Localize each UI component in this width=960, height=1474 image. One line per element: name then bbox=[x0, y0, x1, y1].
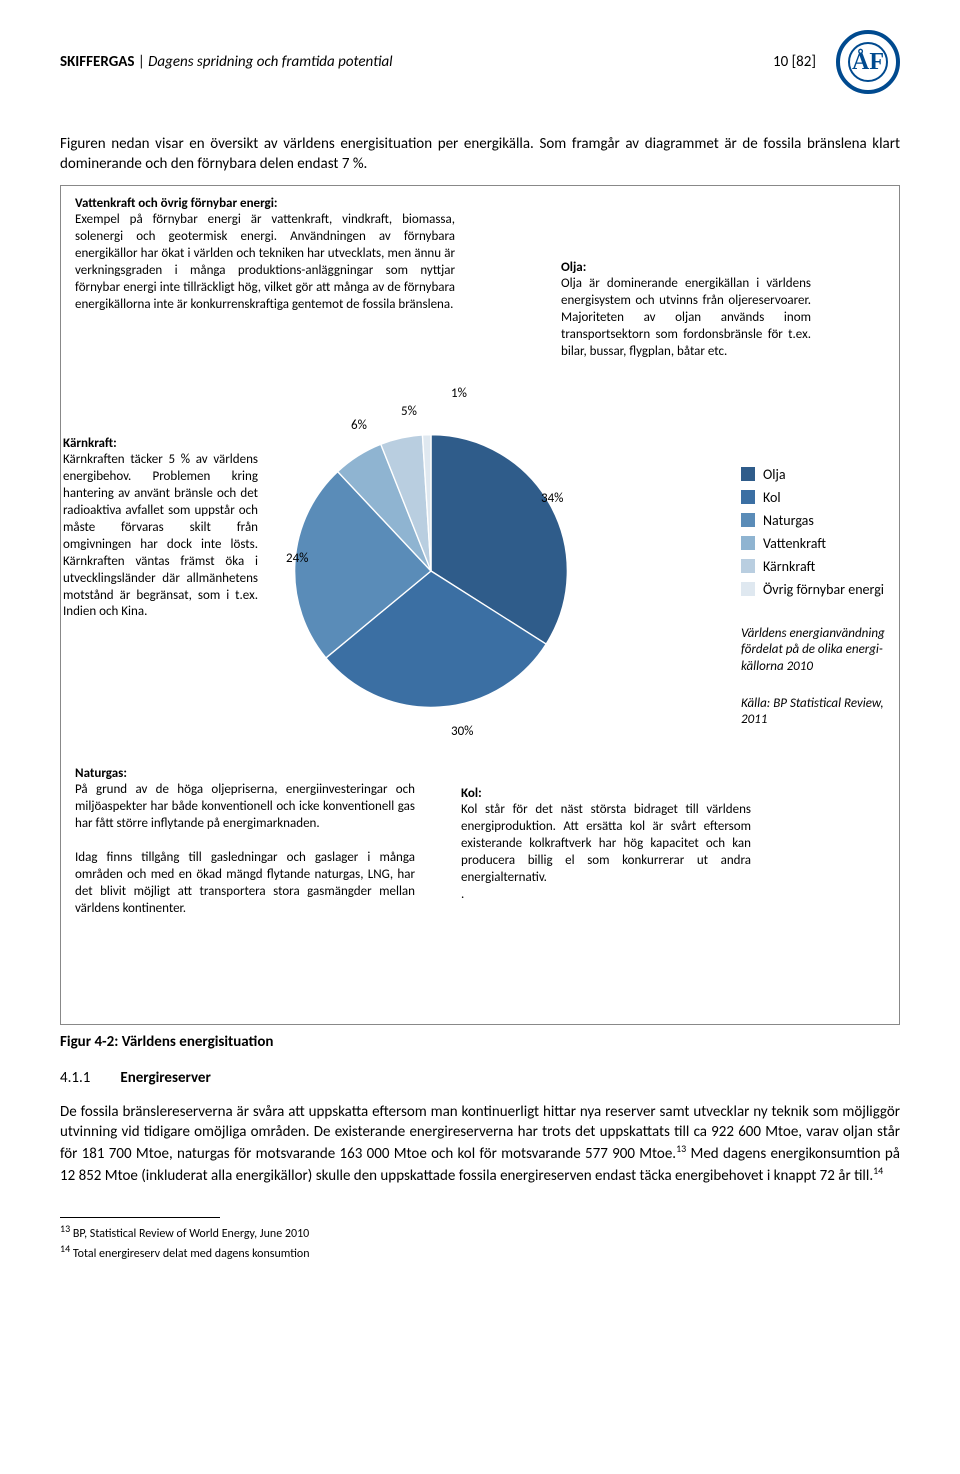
legend-caption: Världens energianvändning fördelat på de… bbox=[741, 626, 891, 677]
legend-swatch bbox=[741, 559, 755, 573]
source-note: Källa: BP Statistical Review, 2011 bbox=[741, 696, 901, 730]
legend-row: Kärnkraft bbox=[741, 558, 884, 575]
figure-caption: Figur 4-2: Världens energisituation bbox=[60, 1033, 900, 1051]
legend-label: Övrig förnybar energi bbox=[763, 581, 884, 598]
pie-label-naturgas: 24% bbox=[286, 551, 308, 566]
naturgas-block: Naturgas: På grund av de höga oljepriser… bbox=[75, 766, 415, 918]
intro-paragraph: Figuren nedan visar en översikt av värld… bbox=[60, 134, 900, 175]
karnkraft-block: Kärnkraft: Kärnkraften täcker 5 % av vär… bbox=[63, 436, 258, 622]
pie-label-olja: 34% bbox=[541, 491, 563, 506]
pie-label-karnkraft: 5% bbox=[401, 404, 417, 419]
legend-swatch bbox=[741, 490, 755, 504]
section-number: 4.1.1 bbox=[60, 1069, 90, 1087]
pie-label-vattenkraft: 6% bbox=[351, 418, 367, 433]
legend-label: Vattenkraft bbox=[763, 535, 826, 552]
footnote-14: 14 Total energireserv delat med dagens k… bbox=[60, 1242, 900, 1263]
section-body: De fossila bränslereserverna är svåra at… bbox=[60, 1102, 900, 1187]
page-header: SKIFFERGAS | Dagens spridning och framti… bbox=[60, 30, 900, 94]
legend-row: Vattenkraft bbox=[741, 535, 884, 552]
kol-block: Kol: Kol står för det näst största bidra… bbox=[461, 786, 751, 904]
legend-swatch bbox=[741, 467, 755, 481]
legend-row: Övrig förnybar energi bbox=[741, 581, 884, 598]
page-number: 10 [82] bbox=[773, 53, 816, 71]
legend-row: Kol bbox=[741, 489, 884, 506]
legend-row: Naturgas bbox=[741, 512, 884, 529]
header-subtitle: Dagens spridning och framtida potential bbox=[148, 53, 392, 71]
legend-label: Naturgas bbox=[763, 512, 814, 529]
pie-label-ovrig: 1% bbox=[451, 386, 467, 401]
pie-label-kol: 30% bbox=[451, 724, 473, 739]
pie-legend: Olja Kol Naturgas Vattenkraft Kärnkraft Övrig… bbox=[741, 466, 884, 604]
legend-swatch bbox=[741, 513, 755, 527]
pie-chart bbox=[281, 421, 581, 721]
vattenkraft-block: Vattenkraft och övrig förnybar energi: E… bbox=[75, 196, 455, 314]
legend-label: Kärnkraft bbox=[763, 558, 815, 575]
series-title: SKIFFERGAS bbox=[60, 53, 134, 71]
legend-label: Olja bbox=[763, 466, 786, 483]
legend-swatch bbox=[741, 536, 755, 550]
footnote-13: 13 BP, Statistical Review of World Energ… bbox=[60, 1222, 900, 1243]
section-title: Energireserver bbox=[120, 1069, 210, 1087]
footnote-separator bbox=[60, 1217, 220, 1218]
section-heading: 4.1.1 Energireserver bbox=[60, 1069, 900, 1087]
olja-block: Olja: Olja är dominerande energikällan i… bbox=[561, 260, 811, 361]
af-logo: ÅF bbox=[836, 30, 900, 94]
figure-box: Vattenkraft och övrig förnybar energi: E… bbox=[60, 185, 900, 1025]
legend-label: Kol bbox=[763, 489, 781, 506]
legend-swatch bbox=[741, 582, 755, 596]
legend-row: Olja bbox=[741, 466, 884, 483]
